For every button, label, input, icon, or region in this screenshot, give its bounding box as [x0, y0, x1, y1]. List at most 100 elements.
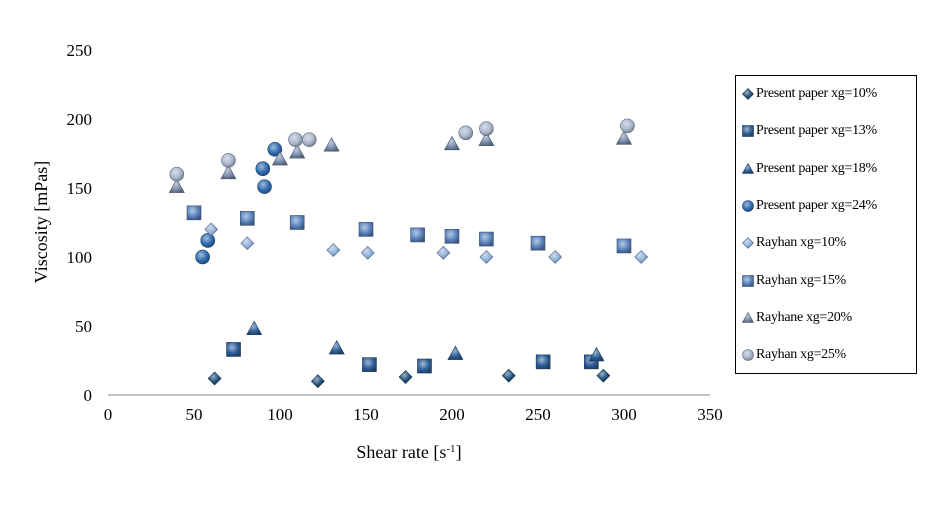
- series-6: [168, 130, 633, 193]
- legend-marker: [742, 349, 754, 361]
- x-tick-label: 250: [525, 405, 551, 424]
- y-tick-label: 0: [84, 386, 93, 405]
- data-point: [443, 135, 461, 151]
- legend-label: Rayhane xg=20%: [756, 309, 852, 325]
- legend-label: Present paper xg=10%: [756, 86, 877, 101]
- data-point: [479, 121, 494, 136]
- data-point: [328, 339, 345, 355]
- data-point: [620, 118, 635, 134]
- x-tick-label: 300: [611, 405, 637, 424]
- circle-marker-icon: [742, 200, 754, 212]
- y-axis-label: Viscosity [mPas]: [31, 161, 51, 283]
- data-point: [240, 236, 255, 251]
- data-point: [301, 132, 317, 147]
- x-tick-label: 350: [697, 405, 723, 424]
- legend-label: Present paper xg=18%: [756, 160, 877, 176]
- data-point: [535, 354, 551, 370]
- data-point: [323, 137, 340, 152]
- data-point: [289, 144, 306, 159]
- data-point: [615, 130, 633, 145]
- legend-marker: [742, 162, 754, 174]
- legend-marker: [742, 311, 754, 323]
- series-7: [169, 118, 635, 182]
- data-point: [226, 342, 241, 357]
- data-point: [220, 164, 237, 180]
- legend-item: Rayhane xg=20%: [742, 308, 852, 328]
- data-point: [168, 178, 185, 193]
- legend-item: Rayhan xg=10%: [742, 233, 846, 253]
- data-point: [246, 320, 263, 336]
- legend-marker: [742, 125, 754, 138]
- legend-marker: [742, 200, 754, 212]
- data-point: [410, 227, 425, 243]
- data-point: [169, 166, 185, 182]
- data-point: [458, 125, 474, 141]
- x-tick-label: 0: [104, 405, 113, 424]
- data-point: [310, 374, 325, 389]
- data-point: [200, 233, 216, 248]
- legend-marker: [742, 88, 754, 100]
- data-point: [271, 150, 289, 166]
- data-point: [240, 211, 255, 226]
- data-point: [596, 368, 611, 383]
- data-point: [195, 249, 210, 265]
- data-point: [358, 222, 374, 237]
- legend-label: Rayhan xg=10%: [756, 235, 846, 251]
- data-point: [478, 131, 495, 146]
- data-point: [204, 222, 219, 237]
- data-point: [267, 142, 283, 157]
- data-point: [479, 250, 494, 264]
- triangle-marker-icon: [742, 162, 754, 174]
- data-point: [257, 179, 272, 194]
- series-5: [186, 205, 632, 254]
- data-point: [501, 368, 516, 383]
- series-3: [195, 142, 283, 265]
- legend-marker: [742, 274, 754, 287]
- y-tick-label: 50: [75, 317, 92, 336]
- legend-item: Present paper xg=10%: [742, 84, 877, 104]
- data-point: [289, 215, 305, 230]
- x-tick-label: 50: [186, 405, 203, 424]
- data-point: [326, 243, 341, 258]
- y-tick-label: 200: [67, 110, 93, 129]
- data-point: [398, 370, 413, 384]
- y-tick-label: 150: [67, 179, 93, 198]
- data-point: [255, 161, 271, 176]
- data-point: [479, 231, 494, 247]
- data-point: [417, 358, 432, 374]
- data-point: [548, 250, 563, 264]
- series-1: [226, 342, 599, 374]
- x-tick-label: 200: [439, 405, 465, 424]
- x-tick-label: 100: [267, 405, 293, 424]
- data-point: [447, 345, 464, 360]
- series-4: [204, 222, 649, 264]
- data-point: [634, 250, 649, 264]
- x-axis-label: Shear rate [s-1]: [356, 442, 461, 462]
- diamond-marker-icon: [742, 88, 754, 100]
- data-point: [444, 229, 460, 244]
- legend-label: Rayhan xg=15%: [756, 272, 846, 288]
- legend-label: Present paper xg=13%: [756, 123, 877, 139]
- legend-label: Present paper xg=24%: [756, 197, 877, 213]
- series-0: [207, 368, 611, 389]
- legend-item: Present paper xg=13%: [742, 121, 877, 141]
- data-point: [436, 245, 451, 260]
- x-tick-label: 150: [353, 405, 379, 424]
- data-point: [362, 357, 377, 372]
- series-2: [246, 320, 605, 362]
- data-point: [588, 346, 605, 362]
- data-point: [360, 245, 375, 260]
- legend-item: Present paper xg=24%: [742, 196, 877, 216]
- square-marker-icon: [742, 274, 754, 287]
- data-point: [288, 132, 303, 147]
- y-tick-label: 250: [67, 41, 93, 60]
- legend-item: Rayhan xg=15%: [742, 271, 846, 291]
- data-point: [616, 238, 632, 254]
- circle-marker-icon: [742, 349, 754, 361]
- diamond-marker-icon: [742, 237, 754, 250]
- data-point: [530, 235, 546, 251]
- square-marker-icon: [742, 125, 754, 138]
- legend-marker: [742, 237, 754, 250]
- legend-item: Rayhan xg=25%: [742, 345, 846, 365]
